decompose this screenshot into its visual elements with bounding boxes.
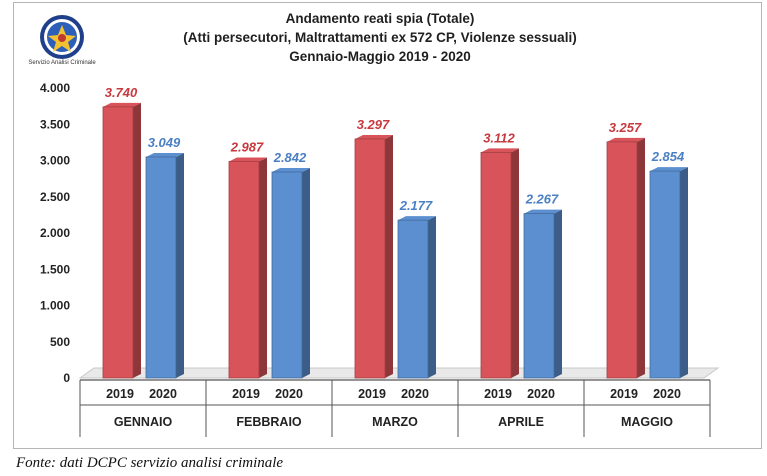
bar-side (176, 152, 184, 378)
y-tick-label: 2.000 (40, 226, 70, 240)
seal-emblem-icon (40, 15, 84, 59)
bar-side (428, 216, 436, 378)
year-label: 2020 (527, 387, 555, 401)
bar-side (680, 167, 688, 378)
year-label: 2019 (484, 387, 512, 401)
bar-top (524, 209, 562, 214)
bar-2019-gennaio (102, 106, 134, 379)
month-label: APRILE (498, 415, 544, 429)
month-label: GENNAIO (114, 415, 173, 429)
year-label: 2019 (106, 387, 134, 401)
bar-side (554, 209, 562, 378)
bar-top (103, 102, 141, 107)
y-tick-label: 4.000 (40, 81, 70, 95)
data-label: 2.267 (525, 192, 559, 207)
bar-top (272, 167, 310, 172)
bar-side (385, 134, 393, 378)
data-label: 3.740 (105, 85, 138, 100)
bar-2020-febbraio (271, 171, 303, 379)
bar-2020-maggio (649, 170, 681, 379)
bar-top (355, 134, 393, 139)
bar-top (398, 216, 436, 221)
data-label: 2.987 (230, 139, 264, 154)
data-label: 3.297 (357, 117, 390, 132)
year-label: 2019 (232, 387, 260, 401)
y-tick-label: 1.000 (40, 299, 70, 313)
bar-top (650, 167, 688, 172)
bar-2020-marzo (397, 219, 429, 379)
bar-2019-maggio (606, 141, 638, 379)
month-label: MARZO (372, 415, 418, 429)
y-tick-label: 1.500 (40, 262, 70, 276)
bar-side (259, 157, 267, 378)
bar-top (607, 137, 645, 142)
chart-period: Gennaio-Maggio 2019 - 2020 (289, 49, 471, 64)
year-label: 2020 (149, 387, 177, 401)
data-label: 3.257 (609, 120, 642, 135)
data-label: 2.854 (651, 149, 685, 164)
bar-side (302, 167, 310, 378)
y-tick-label: 3.500 (40, 117, 70, 131)
chart-title-block: Andamento reati spia (Totale) (Atti pers… (150, 9, 610, 66)
y-tick-label: 0 (63, 371, 70, 385)
bar-2019-aprile (480, 151, 512, 379)
chart-subtitle: (Atti persecutori, Maltrattamenti ex 572… (183, 30, 577, 45)
year-label: 2020 (401, 387, 429, 401)
data-label: 2.842 (273, 150, 307, 165)
y-tick-label: 3.000 (40, 154, 70, 168)
data-label: 3.049 (148, 135, 181, 150)
y-tick-label: 500 (50, 335, 70, 349)
bar-2019-marzo (354, 138, 386, 379)
logo: Servizio Analisi Criminale (28, 10, 96, 74)
bar-top (146, 152, 184, 157)
year-label: 2019 (610, 387, 638, 401)
bar-side (637, 137, 645, 378)
bar-top (481, 148, 519, 153)
data-label: 3.112 (483, 130, 515, 145)
year-label: 2020 (275, 387, 303, 401)
bar-top (229, 157, 267, 162)
bar-side (133, 102, 141, 378)
year-label: 2019 (358, 387, 386, 401)
source-note: Fonte: dati DCPC servizio analisi crimin… (16, 455, 284, 471)
logo-caption: Servizio Analisi Criminale (28, 60, 96, 66)
y-tick-label: 2.500 (40, 190, 70, 204)
bar-2020-aprile (523, 213, 555, 379)
bar-2019-febbraio (228, 161, 260, 379)
month-label: FEBBRAIO (236, 415, 302, 429)
bar-side (511, 148, 519, 378)
year-label: 2020 (653, 387, 681, 401)
month-label: MAGGIO (621, 415, 673, 429)
bar-2020-gennaio (145, 156, 177, 379)
chart-title: Andamento reati spia (Totale) (285, 11, 475, 26)
data-label: 2.177 (399, 198, 433, 213)
